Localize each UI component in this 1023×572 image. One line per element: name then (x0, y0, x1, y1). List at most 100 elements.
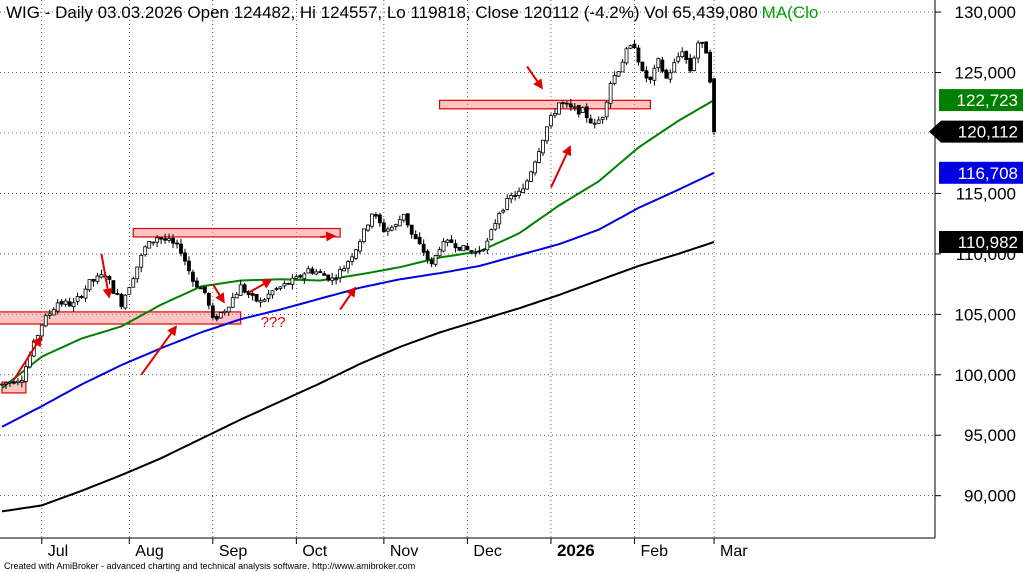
candle-body (668, 72, 673, 80)
candle-body (187, 260, 191, 272)
candle-body (664, 69, 669, 79)
moving-average-line (1, 171, 715, 428)
candle-body (16, 380, 20, 384)
candle-body (159, 237, 164, 240)
candle-body (473, 251, 478, 254)
candle-body (640, 61, 645, 72)
candle-body (477, 250, 482, 253)
candle-body (481, 249, 486, 252)
candle-body (417, 236, 422, 245)
candle-body (238, 284, 243, 296)
candle-body (616, 71, 621, 77)
candle-body (628, 45, 633, 49)
candle-body (282, 283, 287, 287)
candle-body (258, 300, 263, 303)
candle-body (0, 383, 4, 386)
candle-body (405, 213, 410, 226)
x-tick-label: Oct (302, 543, 327, 560)
annotation-arrow-shaft (13, 343, 38, 381)
candle-body (393, 224, 398, 227)
annotation-arrow-head (533, 78, 543, 90)
candle-body (620, 61, 625, 73)
candlesticks (0, 39, 716, 389)
ma-value-tag (939, 89, 1023, 112)
candle-body (143, 246, 148, 256)
credit-text: Created with AmiBroker - advanced charti… (4, 561, 415, 571)
annotation-arrow-shaft (140, 332, 172, 376)
candle-body (644, 70, 649, 79)
candle-body (171, 238, 175, 244)
candle-body (517, 190, 522, 196)
candle-body (183, 252, 187, 262)
candle-body (501, 209, 506, 213)
candle-body (8, 381, 12, 384)
candle-body (465, 245, 470, 251)
candle-body (529, 171, 533, 182)
y-tick-label: 115,000 (956, 184, 1016, 203)
candle-body (378, 214, 382, 224)
ma-value-tag-label: 116,708 (958, 164, 1018, 183)
candle-body (79, 296, 84, 298)
candle-body (75, 296, 80, 302)
candle-body (445, 239, 450, 243)
candle-body (592, 122, 597, 125)
price-zone (438, 99, 651, 110)
candle-body (202, 286, 207, 293)
candle-body (234, 293, 239, 299)
x-tick-label: Sep (219, 543, 248, 560)
candle-body (226, 306, 231, 313)
candle-body (374, 214, 378, 217)
candle-body (370, 213, 374, 227)
candle-body (429, 259, 434, 265)
y-axis-ticks: 90,00095,000100,000105,000110,000115,000… (935, 3, 1016, 506)
candle-body (676, 56, 681, 62)
candle-body (55, 302, 60, 312)
candle-body (560, 102, 565, 105)
candle-body (198, 287, 203, 290)
candle-body (195, 280, 199, 288)
candle-body (306, 268, 311, 274)
candle-body (632, 43, 637, 49)
candle-body (147, 241, 152, 249)
annotation-arrow-shaft (211, 283, 221, 296)
candle-body (525, 180, 529, 190)
candle-body (314, 271, 319, 275)
candle-body (23, 366, 28, 383)
candle-body (115, 293, 120, 295)
annotation-arrows (13, 65, 572, 381)
candle-body (206, 293, 211, 306)
candle-body (608, 83, 613, 104)
candle-body (397, 219, 402, 227)
candle-body (433, 254, 438, 265)
candle-body (266, 293, 271, 299)
moving-average-line (1, 99, 715, 389)
candle-body (672, 61, 677, 73)
candle-body (497, 212, 502, 225)
candle-body (127, 287, 132, 295)
candle-body (254, 294, 259, 302)
candle-body (342, 268, 346, 272)
candle-body (604, 101, 609, 118)
candle-body (350, 256, 354, 262)
candle-body (330, 277, 335, 281)
candle-body (111, 280, 116, 294)
candle-body (59, 301, 64, 305)
candle-body (155, 237, 160, 243)
candle-body (302, 273, 307, 279)
annotation-arrow-head (215, 292, 225, 304)
candle-body (652, 67, 657, 81)
candle-body (242, 284, 247, 293)
last-price-tag (929, 120, 1023, 143)
ma-value-tag (939, 161, 1023, 184)
candle-body (210, 305, 215, 318)
last-price-tag-label: 120,112 (958, 123, 1018, 142)
candle-body (533, 161, 537, 174)
candle-body (545, 126, 549, 142)
annotation-arrow-head (261, 279, 273, 289)
candle-body (326, 274, 331, 281)
candle-body (163, 238, 167, 241)
candle-body (214, 316, 219, 320)
candle-body (119, 294, 124, 308)
candle-body (151, 241, 156, 244)
candle-body (453, 243, 458, 249)
